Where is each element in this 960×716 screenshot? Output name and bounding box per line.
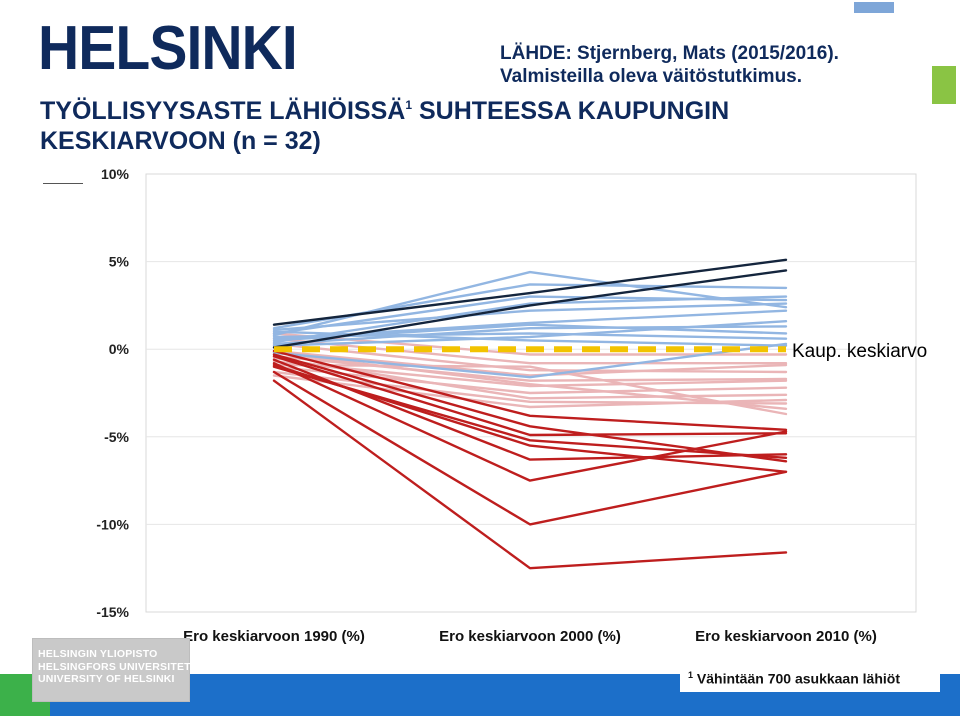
source-line-1: LÄHDE: Stjernberg, Mats (2015/2016). (500, 43, 839, 64)
x-tick-label: Ero keskiarvoon 1990 (%) (183, 628, 365, 645)
university-logo-text: HELSINGIN YLIOPISTO HELSINGFORS UNIVERSI… (38, 648, 191, 686)
university-logo (32, 638, 190, 702)
series-line-light-blue (272, 323, 788, 342)
chart-title-part-2: SUHTEESSA KAUPUNGIN KESKIARVOON (n = 32) (40, 97, 730, 155)
top-accent-bar (854, 2, 894, 13)
y-tick-label: 0% (109, 341, 130, 357)
plot-area (145, 173, 917, 613)
series-line-dark-red (272, 355, 788, 437)
y-axis-ticks: 10% 5% 0% -5% -10% -15% (96, 166, 129, 620)
series-line-light-red (272, 374, 788, 409)
series-line-light-blue (272, 320, 788, 347)
mean-reference: Kaup. keskiarvo (274, 341, 927, 362)
series-line-light-red (272, 365, 788, 395)
footnote: 1 Vähintään 700 asukkaan lähiöt (688, 670, 900, 687)
source-note: LÄHDE: Stjernberg, Mats (2015/2016). Val… (500, 43, 839, 89)
series-line-dark-red (272, 362, 788, 482)
series-line-light-blue (272, 342, 788, 379)
x-tick-label: Ero keskiarvoon 2000 (%) (439, 628, 621, 645)
series-line-light-blue (272, 295, 788, 344)
series-lines (272, 258, 788, 570)
y-tick-label: -5% (104, 429, 129, 445)
source-line-2: Valmisteilla oleva väitöstutkimus. (500, 65, 803, 87)
logo-line-fi: HELSINGIN YLIOPISTO (38, 648, 158, 660)
series-line-dark-red (272, 353, 788, 463)
chart-title-part-1: TYÖLLISYYSASTE LÄHIÖISSÄ (40, 97, 406, 125)
series-line-light-red (272, 360, 788, 388)
series-line-light-red (272, 363, 788, 416)
series-line-dark-red (272, 349, 788, 431)
footnote-background (680, 668, 940, 692)
x-axis-ticks: Ero keskiarvoon 1990 (%) Ero keskiarvoon … (183, 628, 877, 645)
y-tick-label: 10% (101, 166, 130, 182)
title-underline (43, 183, 83, 184)
y-tick-label: -15% (96, 604, 129, 620)
footnote-marker: 1 (405, 98, 413, 112)
series-line-light-red (272, 342, 788, 374)
y-tick-label: 5% (109, 254, 130, 270)
series-line-dark-navy (272, 269, 788, 349)
chart-title: TYÖLLISYYSASTE LÄHIÖISSÄ1 SUHTEESSA KAUP… (40, 96, 780, 156)
series-line-dark-navy (272, 258, 788, 326)
logo-line-en: UNIVERSITY OF HELSINKI (38, 673, 175, 685)
mean-line-label: Kaup. keskiarvo (792, 341, 927, 362)
slide-title: HELSINKI (38, 14, 298, 83)
series-line-light-red (272, 351, 788, 410)
y-tick-label: -10% (96, 516, 129, 532)
logo-line-sv: HELSINGFORS UNIVERSITET (38, 660, 191, 673)
series-line-light-blue (272, 302, 788, 332)
series-line-light-red (272, 349, 788, 377)
footnote-number: 1 (688, 670, 694, 680)
series-line-dark-red (272, 370, 788, 526)
footnote-text: Vähintään 700 asukkaan lähiöt (696, 670, 900, 687)
side-accent-bar (932, 66, 956, 104)
series-line-dark-red (272, 363, 788, 473)
series-line-dark-red (272, 379, 788, 570)
x-tick-label: Ero keskiarvoon 2010 (%) (695, 628, 877, 645)
